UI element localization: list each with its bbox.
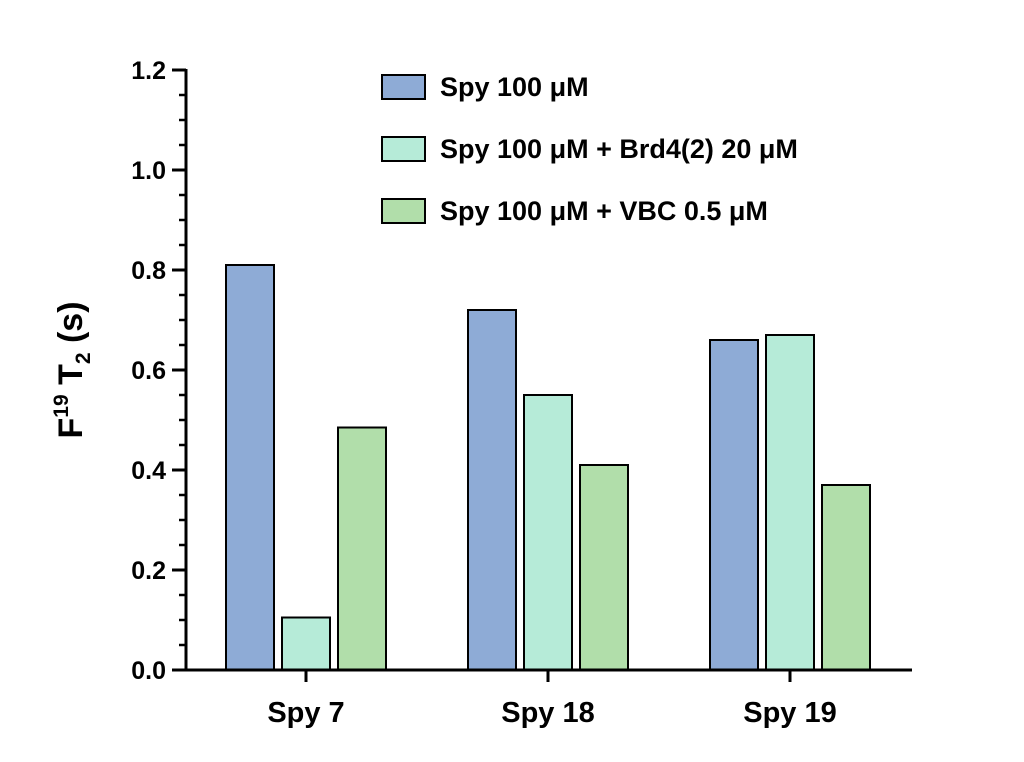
y-tick-label: 0.4 bbox=[131, 457, 166, 485]
x-tick-label: Spy 18 bbox=[501, 697, 595, 729]
bar-spy-18-series-2 bbox=[523, 394, 573, 671]
y-axis-label-end: (s) bbox=[52, 301, 90, 352]
legend-item-1: Spy 100 μM bbox=[381, 72, 589, 102]
x-tick-label: Spy 7 bbox=[267, 697, 344, 729]
legend-label: Spy 100 μM + Brd4(2) 20 μM bbox=[440, 134, 798, 164]
legend-label: Spy 100 μM + VBC 0.5 μM bbox=[440, 196, 768, 226]
bar-spy-19-series-2 bbox=[765, 334, 815, 671]
legend-swatch bbox=[381, 74, 426, 100]
bar-spy-18-series-1 bbox=[467, 309, 517, 671]
y-axis-label-base: F bbox=[52, 418, 90, 439]
bar-spy-7-series-3 bbox=[337, 426, 387, 671]
bar-spy-19-series-1 bbox=[709, 339, 759, 671]
bars-layer bbox=[225, 264, 871, 671]
y-axis-label-superscript: 19 bbox=[50, 394, 73, 417]
y-tick-label: 1.0 bbox=[131, 157, 166, 185]
x-tick-label: Spy 19 bbox=[743, 697, 837, 729]
y-tick-label: 0.0 bbox=[131, 657, 166, 685]
legend-item-2: Spy 100 μM + Brd4(2) 20 μM bbox=[381, 134, 798, 164]
legend-swatch bbox=[381, 136, 426, 162]
y-axis-label: F19 T2 (s) bbox=[50, 301, 95, 438]
bar-spy-19-series-3 bbox=[821, 484, 871, 671]
legend-item-3: Spy 100 μM + VBC 0.5 μM bbox=[381, 196, 768, 226]
y-axis-label-mid: T bbox=[52, 364, 90, 394]
y-tick-label: 0.6 bbox=[131, 357, 166, 385]
y-tick-label: 1.2 bbox=[131, 57, 166, 85]
axes-layer: Spy 7 Spy 18 Spy 19 0.0 0.2 0.4 0.6 0.8 1.0 1.2 bbox=[131, 57, 912, 729]
legend-label: Spy 100 μM bbox=[440, 72, 589, 102]
y-tick-label: 0.8 bbox=[131, 257, 166, 285]
legend: Spy 100 μM Spy 100 μM + Brd4(2) 20 μM Spy … bbox=[381, 72, 798, 226]
legend-swatch bbox=[381, 198, 426, 224]
bar-spy-7-series-2 bbox=[281, 616, 331, 671]
bar-spy-7-series-1 bbox=[225, 264, 275, 671]
y-axis-label-subscript: 2 bbox=[72, 352, 95, 364]
bar-spy-18-series-3 bbox=[579, 464, 629, 671]
y-tick-label: 0.2 bbox=[131, 557, 166, 585]
svg-text:F19 T2 (s): F19 T2 (s) bbox=[50, 301, 95, 438]
